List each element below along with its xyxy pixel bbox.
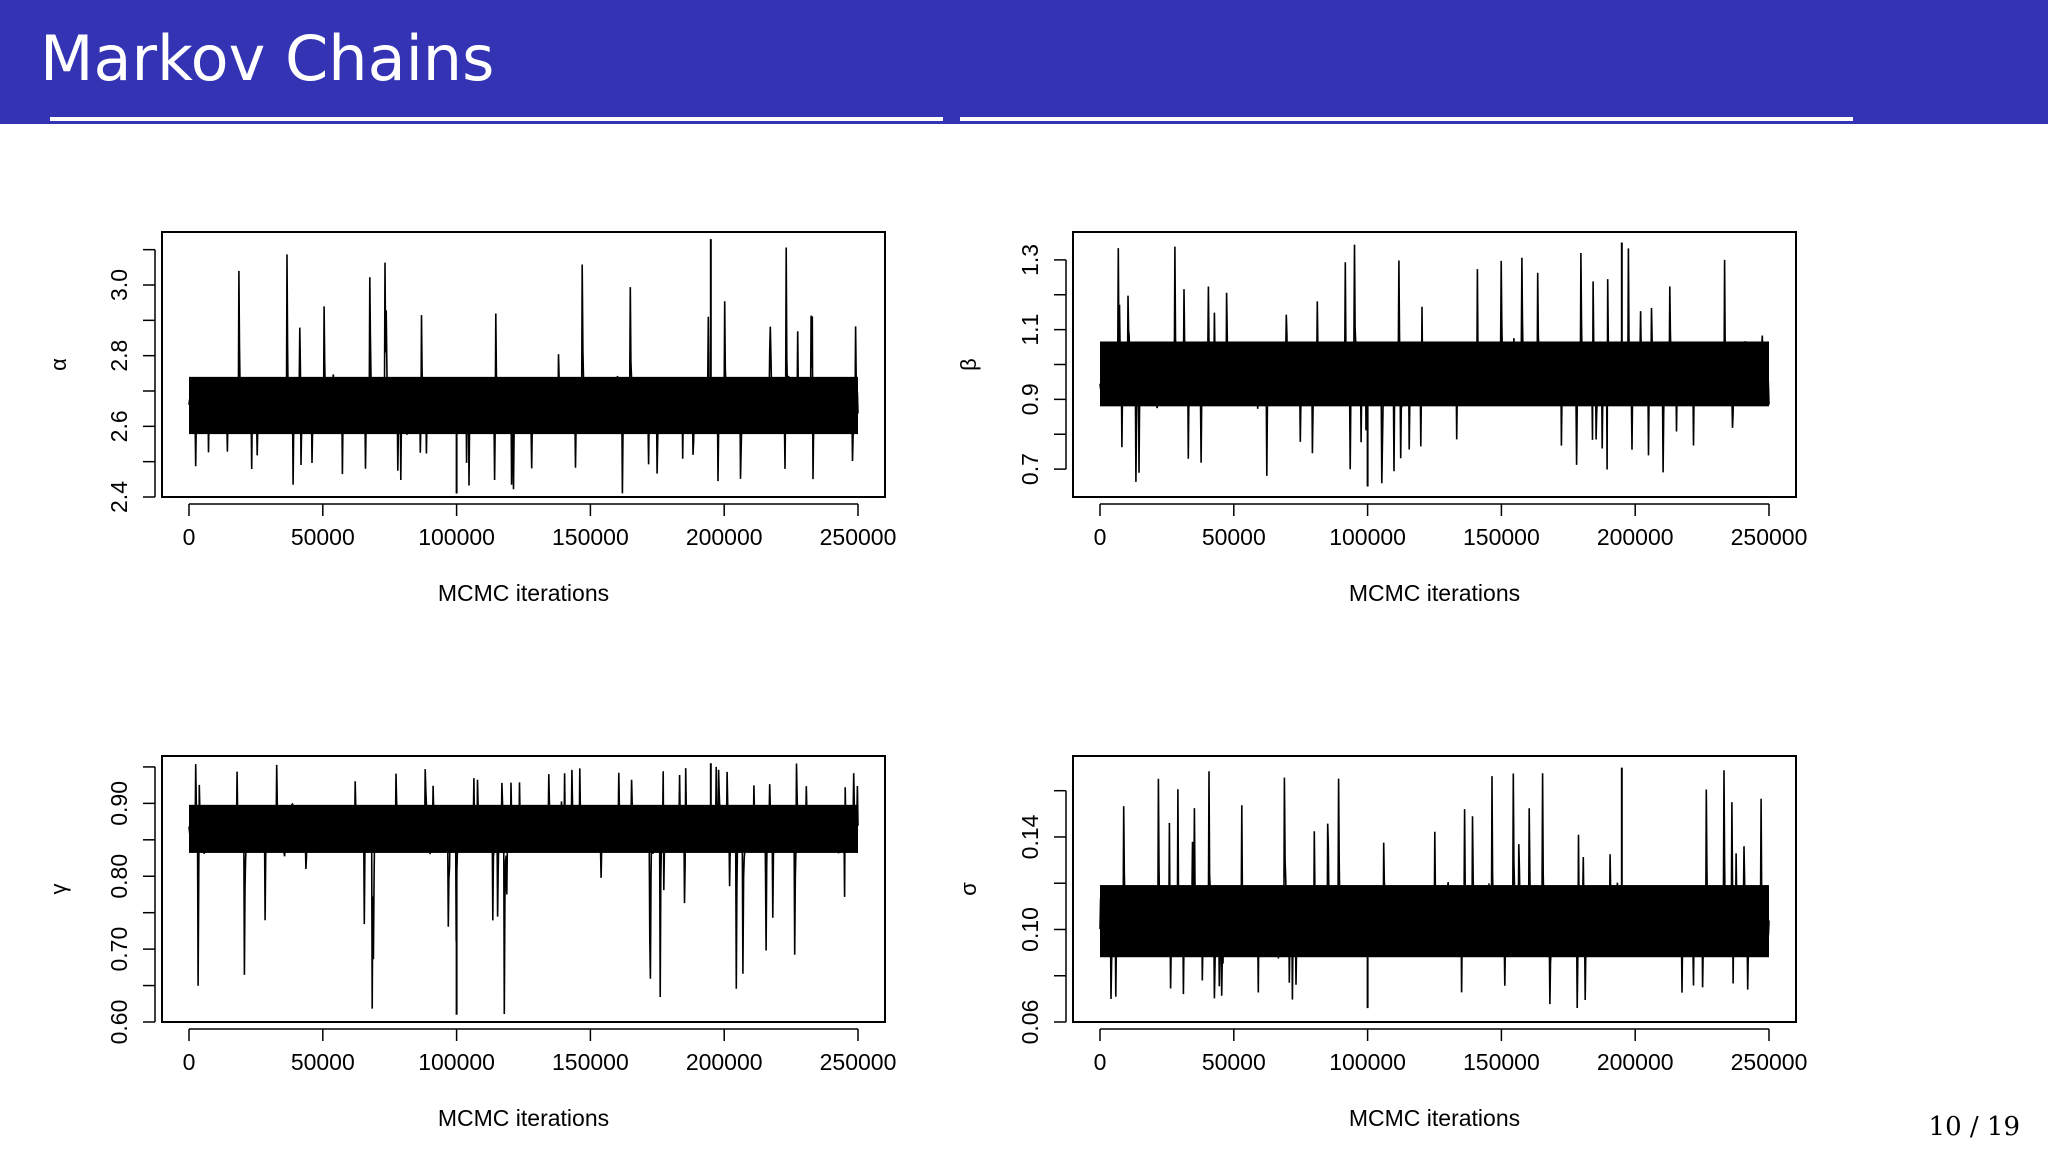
title-underline-right: [960, 117, 1853, 121]
alpha-x-axis-title: MCMC iterations: [438, 580, 609, 606]
gamma-plot-frame: [161, 755, 886, 1023]
sigma-y-tick-label: 0.06: [1017, 1000, 1043, 1045]
sigma-x-tick-label: 200000: [1597, 1049, 1674, 1075]
gamma-x-tick-label: 150000: [552, 1049, 629, 1075]
chart-gamma: 0 50000 100000 150000 200000 250000 MCMC itera…: [46, 755, 897, 1131]
page-number: 10 / 19: [1928, 1112, 2020, 1142]
chart-beta: 0 50000 100000 150000 200000 250000 MCMC itera…: [956, 231, 1808, 606]
alpha-x-tick-label: 250000: [820, 524, 897, 550]
gamma-x-axis-title: MCMC iterations: [438, 1105, 609, 1131]
alpha-y-tick-label: 3.0: [106, 269, 132, 301]
gamma-x-tick-label: 50000: [291, 1049, 355, 1075]
beta-y-axis-title: β: [956, 358, 981, 371]
beta-x-tick-label: 200000: [1597, 524, 1674, 550]
alpha-x-tick-label: 50000: [291, 524, 355, 550]
chart-alpha: 0 50000 100000 150000 200000 250000 MCMC itera…: [46, 231, 897, 606]
sigma-plot-frame: [1072, 755, 1797, 1023]
gamma-x-tick-label: 100000: [418, 1049, 495, 1075]
beta-y-tick-label: 1.3: [1017, 244, 1043, 276]
beta-x-tick-label: 250000: [1731, 524, 1808, 550]
gamma-y-tick-label: 0.80: [106, 854, 132, 899]
sigma-y-tick-label: 0.14: [1017, 814, 1043, 859]
sigma-x-tick-label: 0: [1094, 1049, 1107, 1075]
alpha-y-tick-label: 2.4: [106, 481, 132, 513]
gamma-trace-density-band: [189, 804, 858, 853]
gamma-x-tick-label: 250000: [820, 1049, 897, 1075]
alpha-y-tick-label: 2.8: [106, 340, 132, 372]
alpha-y-tick-label: 2.6: [106, 410, 132, 442]
beta-x-tick-label: 150000: [1463, 524, 1540, 550]
sigma-trace-density-band: [1100, 885, 1769, 958]
title-underline-left: [50, 117, 943, 121]
alpha-x-tick-label: 100000: [418, 524, 495, 550]
beta-x-tick-label: 50000: [1202, 524, 1266, 550]
title-bar: Markov Chains: [0, 0, 2048, 124]
beta-x-tick-label: 0: [1094, 524, 1107, 550]
beta-y-tick-label: 0.9: [1017, 383, 1043, 415]
beta-y-tick-label: 0.7: [1017, 453, 1043, 485]
beta-x-axis-title: MCMC iterations: [1349, 580, 1520, 606]
alpha-x-tick-label: 0: [183, 524, 196, 550]
sigma-x-tick-label: 250000: [1731, 1049, 1808, 1075]
beta-x-tick-label: 100000: [1329, 524, 1406, 550]
gamma-x-tick-label: 0: [183, 1049, 196, 1075]
alpha-x-tick-label: 150000: [552, 524, 629, 550]
gamma-y-tick-label: 0.70: [106, 927, 132, 972]
alpha-trace-line: [188, 247, 859, 494]
gamma-y-axis-title: γ: [46, 884, 71, 895]
alpha-plot-frame: [161, 231, 886, 498]
gamma-y-tick-label: 0.60: [106, 1000, 132, 1045]
alpha-y-axis-title: α: [46, 358, 71, 371]
alpha-trace-density-band: [189, 376, 858, 435]
sigma-x-tick-label: 150000: [1463, 1049, 1540, 1075]
beta-plot-frame: [1072, 231, 1797, 498]
trace-plots-grid: 0 50000 100000 150000 200000 250000 MCMC itera…: [46, 231, 1808, 1131]
sigma-x-axis-title: MCMC iterations: [1349, 1105, 1520, 1131]
gamma-x-tick-label: 200000: [686, 1049, 763, 1075]
beta-y-tick-label: 1.1: [1017, 314, 1043, 346]
sigma-x-tick-label: 100000: [1329, 1049, 1406, 1075]
slide-title: Markov Chains: [40, 22, 495, 95]
chart-sigma: 0 50000 100000 150000 200000 250000 MCMC itera…: [956, 755, 1808, 1131]
gamma-trace-line: [188, 763, 859, 1015]
gamma-y-tick-label: 0.90: [106, 781, 132, 826]
sigma-y-axis-title: σ: [956, 882, 981, 896]
alpha-x-tick-label: 200000: [686, 524, 763, 550]
sigma-y-tick-label: 0.10: [1017, 907, 1043, 952]
sigma-x-tick-label: 50000: [1202, 1049, 1266, 1075]
beta-trace-density-band: [1100, 341, 1769, 407]
